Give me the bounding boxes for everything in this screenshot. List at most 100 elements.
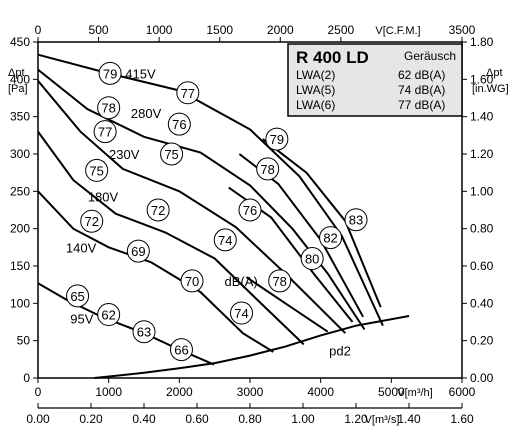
info-row-value: 62 dB(A) bbox=[398, 68, 445, 82]
noise-badge-label: 80 bbox=[305, 252, 319, 267]
x-tick-label: 3000 bbox=[237, 385, 264, 399]
y-tick-label: 0 bbox=[23, 371, 30, 385]
noise-badge-circle bbox=[238, 198, 262, 222]
x2-tick-label: 0.80 bbox=[238, 412, 262, 426]
noise-badge-circle bbox=[66, 284, 90, 308]
x2-tick-label: 0.40 bbox=[132, 412, 156, 426]
noise-badge-label: 72 bbox=[151, 203, 165, 218]
y2-tick-label: 0.20 bbox=[470, 334, 494, 348]
top-tick-label: 500 bbox=[89, 23, 109, 37]
y-tick-label: 400 bbox=[10, 72, 30, 86]
iso-noise-curve bbox=[245, 276, 329, 333]
noise-badge-circle bbox=[268, 269, 292, 293]
y2-tick-label: 0.00 bbox=[470, 371, 494, 385]
noise-badge-label: 62 bbox=[101, 308, 115, 323]
noise-badge-circle bbox=[93, 120, 117, 144]
y2-axis-label: Δpt bbox=[486, 67, 503, 79]
top-tick-label: 2500 bbox=[328, 23, 355, 37]
x2-tick-label: 0.00 bbox=[26, 412, 50, 426]
voltage-label: 415V bbox=[125, 66, 156, 81]
fan-curve-180v bbox=[37, 131, 305, 346]
y-axis-unit: [Pa] bbox=[8, 83, 28, 95]
noise-badge-circle bbox=[146, 198, 170, 222]
noise-badge-label: 69 bbox=[131, 244, 145, 259]
y-axis-label: Δpt bbox=[8, 67, 25, 79]
y-tick-label: 450 bbox=[10, 35, 30, 49]
info-row-value: 74 dB(A) bbox=[398, 83, 445, 97]
voltage-label: 140V bbox=[66, 240, 97, 255]
y-tick-label: 250 bbox=[10, 184, 30, 198]
noise-badge-circle bbox=[169, 338, 193, 362]
voltage-label: 280V bbox=[131, 106, 162, 121]
info-row-label: LWA(5) bbox=[296, 83, 335, 97]
info-row-label: LWA(6) bbox=[296, 98, 335, 112]
info-box-background bbox=[287, 43, 463, 117]
top-tick-label: 1000 bbox=[146, 23, 173, 37]
noise-badge-circle bbox=[132, 320, 156, 344]
top-tick-label: 0 bbox=[35, 23, 42, 37]
info-box: R 400 LD Geräusch LWA(2) 62 dB(A) LWA(5) 74 d… bbox=[287, 43, 463, 117]
y2-tick-label: 0.60 bbox=[470, 259, 494, 273]
noise-badge-circle bbox=[265, 127, 289, 151]
noise-badge-circle bbox=[160, 142, 184, 166]
noise-badge-circle bbox=[80, 209, 104, 233]
x2-tick-label: 1.20 bbox=[344, 412, 368, 426]
x-tick-label: 6000 bbox=[449, 385, 476, 399]
y-tick-label: 300 bbox=[10, 147, 30, 161]
noise-badge-circle bbox=[126, 239, 150, 263]
y2-tick-label: 1.20 bbox=[470, 147, 494, 161]
noise-badge-circle bbox=[300, 247, 324, 271]
noise-badge-label: 78 bbox=[260, 162, 274, 177]
noise-badge-label: 76 bbox=[243, 203, 257, 218]
info-row-label: LWA(2) bbox=[296, 68, 335, 82]
voltage-label: 95V bbox=[70, 311, 93, 326]
noise-badge-label: 77 bbox=[98, 125, 112, 140]
noise-badge-circle bbox=[230, 301, 254, 325]
noise-badge-label: 78 bbox=[101, 101, 115, 116]
y2-tick-label: 0.40 bbox=[470, 296, 494, 310]
y-tick-label: 100 bbox=[10, 296, 30, 310]
voltage-label: 230V bbox=[109, 147, 140, 162]
noise-badge-circle bbox=[180, 269, 204, 293]
noise-badge-label: 63 bbox=[137, 325, 151, 340]
noise-badge-label: 70 bbox=[185, 274, 199, 289]
noise-badge-label: 83 bbox=[349, 213, 363, 228]
noise-badge-label: 76 bbox=[172, 117, 186, 132]
noise-badge-circle bbox=[97, 303, 121, 327]
x-tick-label: 4000 bbox=[307, 385, 334, 399]
top-tick-label: 3500 bbox=[449, 23, 476, 37]
top-tick-label: 1500 bbox=[206, 23, 233, 37]
noise-badge-circle bbox=[344, 208, 368, 232]
noise-badge-label: 66 bbox=[174, 343, 188, 358]
x-tick-label: 5000 bbox=[378, 385, 405, 399]
y-tick-label: 350 bbox=[10, 110, 30, 124]
noise-badge-label: 79 bbox=[270, 132, 284, 147]
noise-badge-label: 74 bbox=[218, 233, 232, 248]
noise-badge-label: 75 bbox=[164, 147, 178, 162]
y2-tick-label: 1.80 bbox=[470, 35, 494, 49]
x-tick-label: 2000 bbox=[166, 385, 193, 399]
y2-tick-label: 0.80 bbox=[470, 222, 494, 236]
info-box-header: Geräusch bbox=[404, 49, 456, 63]
iso-noise-curve bbox=[262, 138, 382, 308]
noise-badge-label: 78 bbox=[272, 274, 286, 289]
noise-badge-circle bbox=[256, 157, 280, 181]
x2-axis-label: V[m³/s] bbox=[365, 414, 400, 426]
noise-badge-circle bbox=[176, 81, 200, 105]
system-curve-pd2 bbox=[94, 315, 410, 379]
fan-curve-280v bbox=[37, 68, 366, 331]
info-row-value: 77 dB(A) bbox=[398, 98, 445, 112]
x2-tick-label: 1.00 bbox=[291, 412, 315, 426]
y2-axis-unit: [in.WG] bbox=[472, 83, 509, 95]
x-axis-label: V[m³/h] bbox=[397, 387, 432, 399]
noise-unit-label: dB(A) bbox=[225, 274, 258, 289]
y2-tick-label: 1.40 bbox=[470, 110, 494, 124]
x2-tick-label: 1.40 bbox=[397, 412, 421, 426]
noise-badge-circle bbox=[319, 226, 343, 250]
noise-badge-circle bbox=[85, 158, 109, 182]
voltage-label: 180V bbox=[88, 190, 119, 205]
y-tick-label: 150 bbox=[10, 259, 30, 273]
y2-tick-label: 1.00 bbox=[470, 184, 494, 198]
noise-badges: 79 77 78 76 77 75 75 72 72 69 70 65 62 63 66 79 78 76 74 78… bbox=[66, 61, 368, 362]
